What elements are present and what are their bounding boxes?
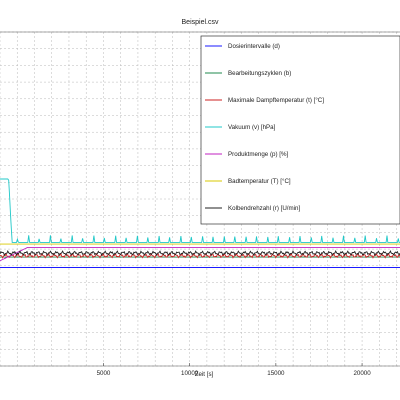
legend-label: Maximale Dampftemperatur (t) [°C]: [228, 97, 324, 104]
x-ticks: 5000 10000 15000 20000: [97, 363, 371, 377]
x-axis-title: Zeit [s]: [195, 371, 214, 378]
x-tick-label: 10000: [181, 370, 199, 377]
legend-label: Bearbeitungszyklen (b): [228, 70, 291, 77]
legend-label: Vakuum (v) [hPa]: [228, 124, 276, 131]
x-tick-label: 20000: [353, 370, 371, 377]
series-line: [0, 246, 400, 262]
series-line: [0, 250, 400, 257]
legend: Dosierintervalle (d) Bearbeitungszyklen (…: [200, 35, 400, 225]
x-tick-label: 5000: [97, 370, 111, 377]
chart-title: Beispiel.csv: [182, 19, 219, 26]
legend-label: Badtemperatur (T) [°C]: [228, 178, 291, 185]
legend-label: Dosierintervalle (d): [228, 43, 280, 50]
legend-label: Kolbendrehzahl (r) [U/min]: [228, 205, 300, 212]
legend-items: Dosierintervalle (d) Bearbeitungszyklen (…: [205, 43, 324, 212]
legend-label: Produktmenge (p) [%]: [228, 151, 288, 158]
series-line: [0, 178, 400, 243]
series-line: [0, 252, 400, 259]
series-layer: [0, 178, 400, 268]
legend-box: [200, 35, 400, 225]
x-tick-label: 15000: [267, 370, 285, 377]
